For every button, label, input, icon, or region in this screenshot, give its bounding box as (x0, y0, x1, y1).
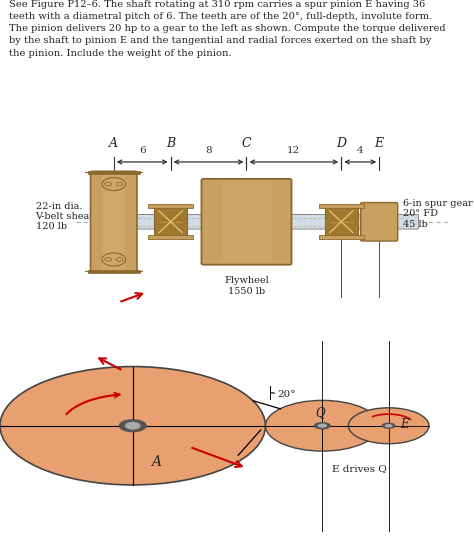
Text: B: B (166, 137, 175, 150)
Circle shape (314, 422, 331, 430)
FancyBboxPatch shape (154, 206, 187, 237)
Text: 22-in dia.
V-belt sheave
120 lb: 22-in dia. V-belt sheave 120 lb (36, 202, 101, 231)
Circle shape (0, 366, 265, 485)
Text: Flywheel
1550 lb: Flywheel 1550 lb (224, 276, 269, 296)
FancyBboxPatch shape (148, 204, 193, 208)
Circle shape (40, 384, 226, 467)
Text: D: D (336, 137, 346, 150)
FancyBboxPatch shape (319, 235, 364, 240)
FancyBboxPatch shape (88, 270, 140, 273)
Circle shape (265, 401, 379, 451)
FancyBboxPatch shape (325, 206, 358, 237)
Text: 6-in spur gear
20° FD
45 lb: 6-in spur gear 20° FD 45 lb (403, 199, 473, 229)
FancyBboxPatch shape (98, 215, 419, 229)
Circle shape (126, 423, 140, 429)
Text: Q: Q (315, 406, 325, 420)
Circle shape (80, 402, 186, 449)
Circle shape (382, 423, 396, 429)
FancyBboxPatch shape (88, 171, 140, 174)
Text: A: A (151, 455, 162, 469)
Circle shape (318, 424, 327, 428)
Text: 12: 12 (287, 146, 301, 156)
FancyBboxPatch shape (201, 179, 292, 264)
FancyBboxPatch shape (148, 235, 193, 240)
Text: 6: 6 (139, 146, 146, 156)
FancyBboxPatch shape (91, 171, 137, 272)
Circle shape (385, 424, 392, 428)
Text: See Figure P12–6. The shaft rotating at 310 rpm carries a spur pinion E having 3: See Figure P12–6. The shaft rotating at … (9, 0, 446, 57)
Text: 8: 8 (205, 146, 212, 156)
Bar (221, 182, 272, 262)
Text: 20°: 20° (277, 390, 296, 399)
Circle shape (348, 408, 429, 444)
FancyBboxPatch shape (361, 203, 398, 241)
Circle shape (0, 366, 265, 485)
Text: E drives Q: E drives Q (332, 464, 387, 473)
Text: A: A (109, 137, 118, 150)
FancyBboxPatch shape (319, 204, 364, 208)
Text: E: E (374, 137, 384, 150)
Text: E: E (401, 418, 409, 431)
Bar (102, 173, 126, 270)
Circle shape (119, 420, 146, 431)
Text: C: C (242, 137, 251, 150)
Text: 4: 4 (357, 146, 364, 156)
